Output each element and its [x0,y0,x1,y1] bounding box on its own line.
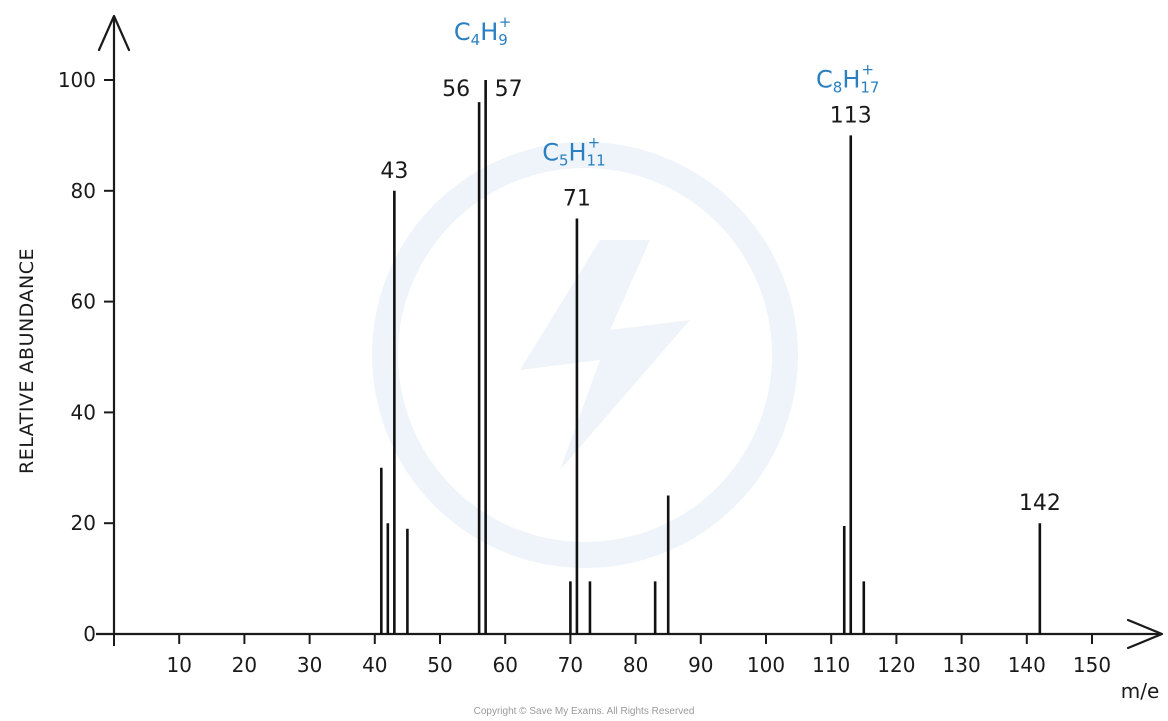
x-tick-label: 10 [166,653,191,677]
y-axis-title: RELATIVE ABUNDANCE [16,248,38,474]
x-tick-label: 90 [688,653,713,677]
peak-label-113: 113 [830,103,872,128]
x-tick-label: 140 [1008,653,1046,677]
y-tick-label: 80 [71,179,96,203]
peak-label-56: 56 [442,77,470,102]
peak-label-71: 71 [563,187,591,212]
y-tick-label: 60 [71,290,96,314]
x-tick-label: 120 [877,653,915,677]
y-tick-label: 0 [83,622,96,646]
x-tick-label: 50 [427,653,452,677]
x-tick-label: 20 [232,653,257,677]
x-tick-label: 40 [362,653,387,677]
x-axis-arrow [1126,618,1164,650]
ion-formula-71: C5H11+ [542,134,605,170]
ion-formula-57: C4H9+ [454,13,511,49]
ion-formula-113: C8H17+ [816,60,879,96]
y-tick-label: 40 [71,400,96,424]
y-axis-arrow [97,14,131,52]
x-tick-label: 130 [943,653,981,677]
peak-label-43: 43 [380,159,408,184]
x-tick-label: 80 [623,653,648,677]
x-tick-label: 70 [558,653,583,677]
peak-label-57: 57 [495,77,523,102]
y-tick-label: 20 [71,511,96,535]
peak-label-142: 142 [1019,491,1061,516]
x-tick-label: 100 [747,653,785,677]
copyright-notice: Copyright © Save My Exams. All Rights Re… [473,706,695,717]
x-tick-label: 110 [812,653,850,677]
watermark-logo [372,142,798,568]
y-tick-label: 100 [58,68,96,92]
x-tick-label: 30 [297,653,322,677]
x-tick-label: 150 [1073,653,1111,677]
x-tick-label: 60 [492,653,517,677]
x-axis-title: m/e [1121,679,1160,703]
